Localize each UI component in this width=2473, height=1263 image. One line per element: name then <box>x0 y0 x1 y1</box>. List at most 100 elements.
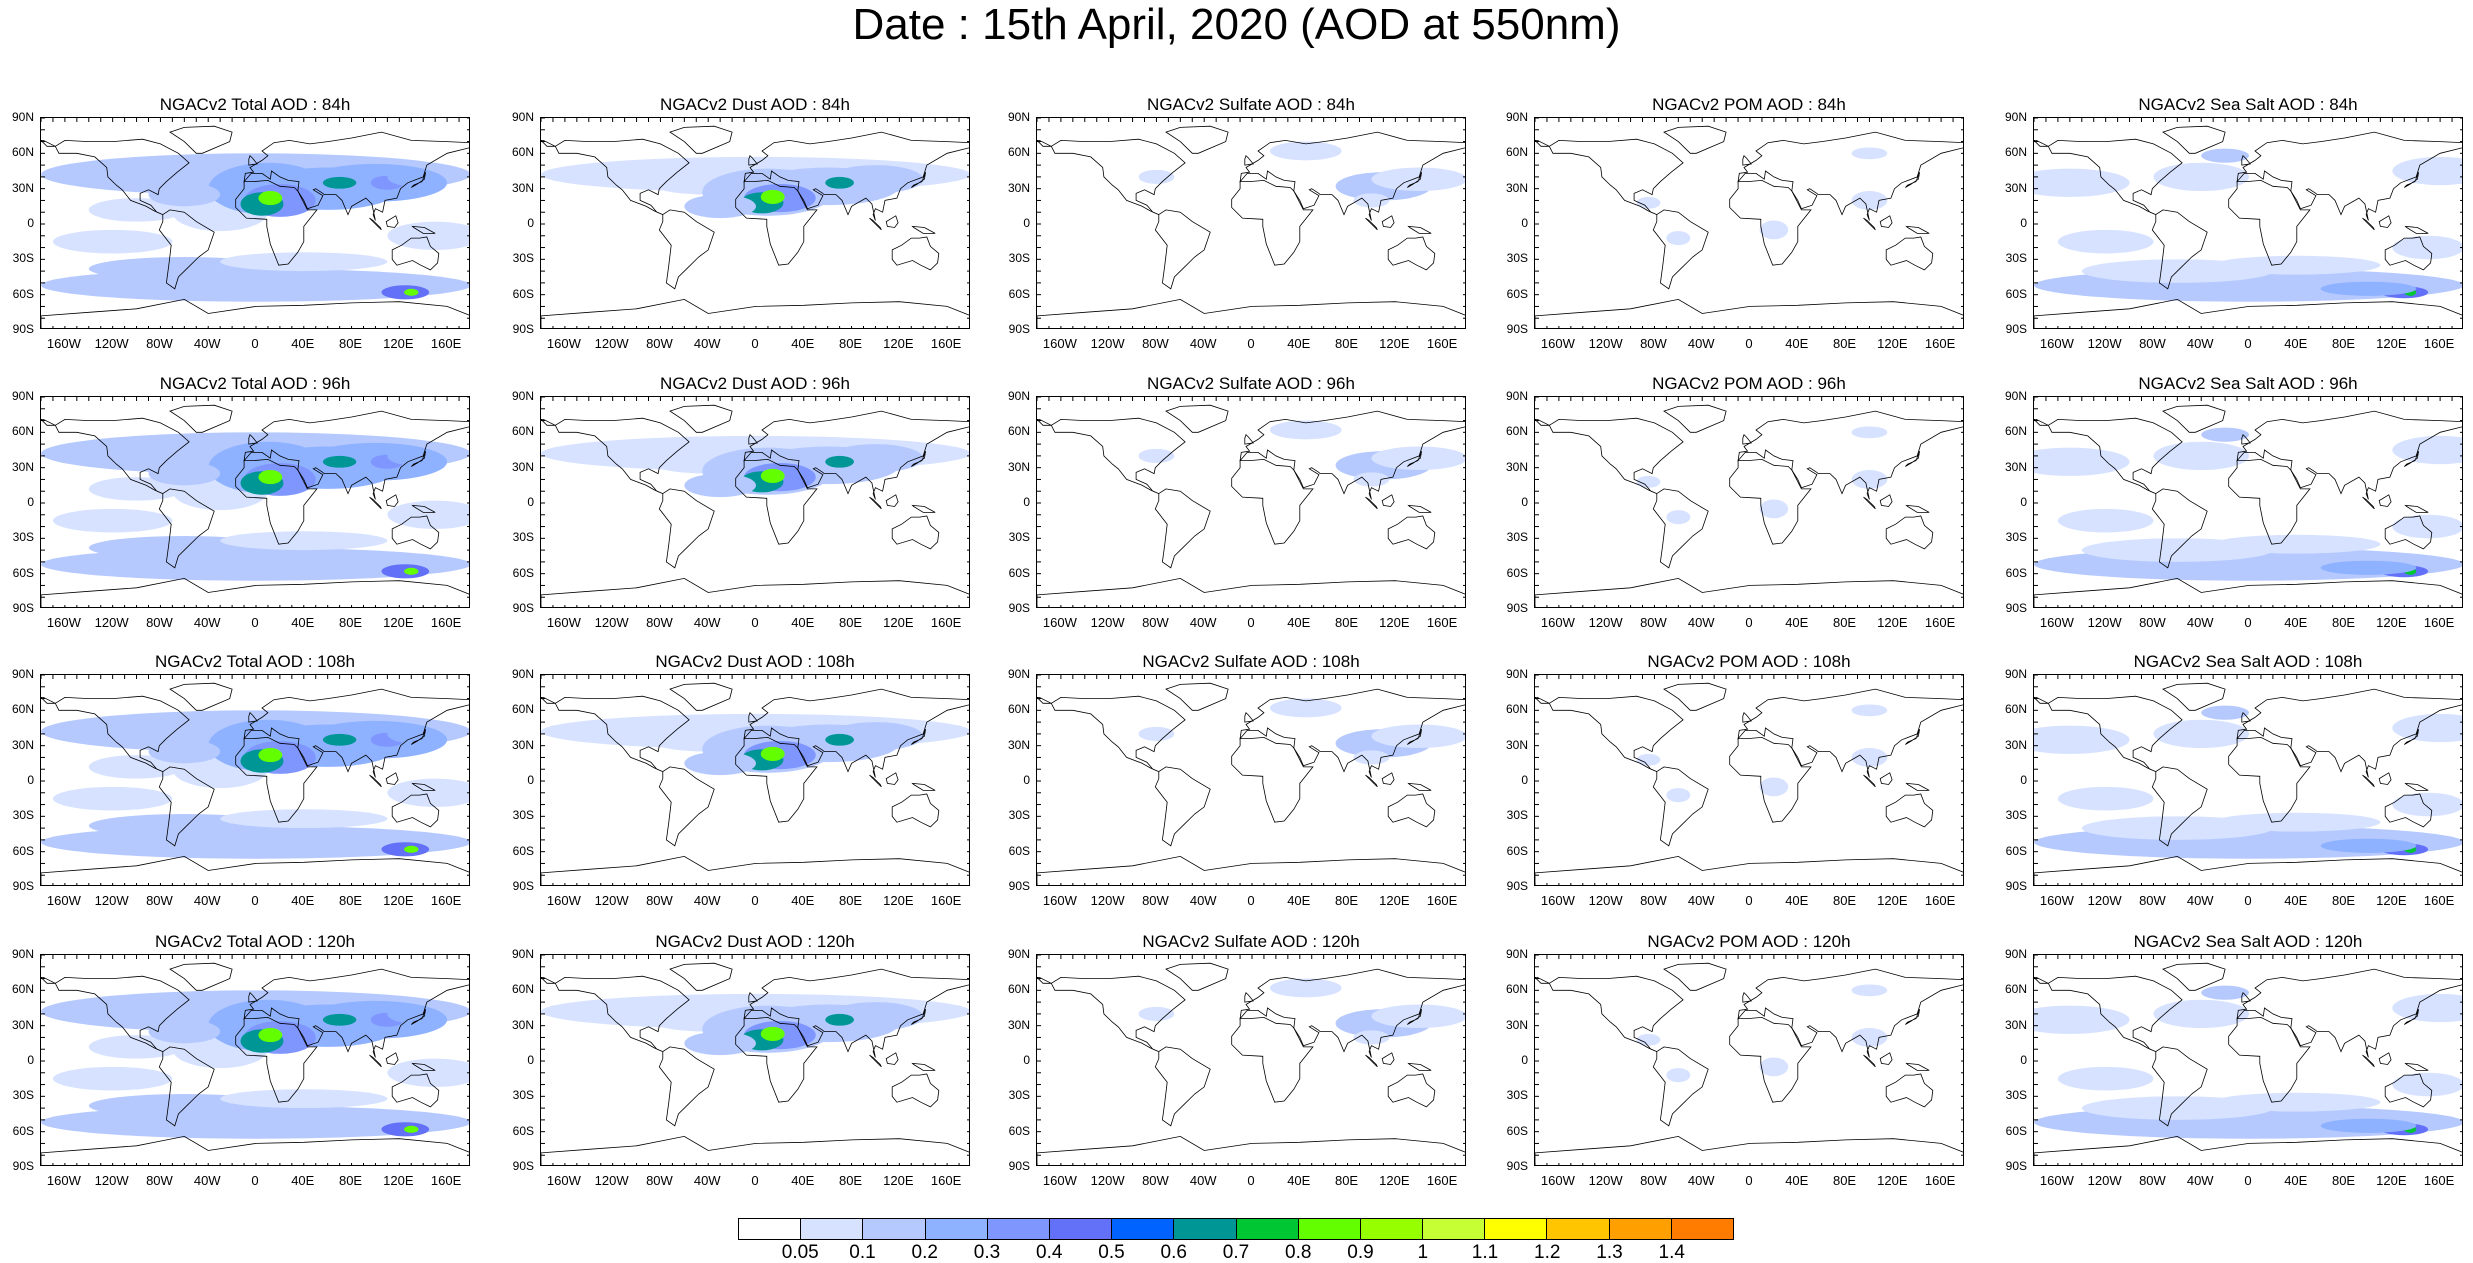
y-tick-label: 30N <box>1505 180 1528 195</box>
coastline <box>2404 1009 2419 1025</box>
coastline <box>1663 682 1727 711</box>
aod-field <box>1636 1033 1661 1046</box>
x-tick-label: 160W <box>46 893 81 908</box>
y-tick-label: 30N <box>11 180 34 195</box>
x-tick-label: 40E <box>791 1173 815 1188</box>
y-tick-label: 90N <box>1505 947 1528 961</box>
coastline <box>1244 711 1254 723</box>
map-panel: NGACv2 Sea Salt AOD : 108h 90N 60N 30N 0 30S 6… <box>1993 652 2463 914</box>
coastline <box>1387 1073 1436 1108</box>
aod-field <box>760 189 785 204</box>
coastline <box>1729 179 1812 266</box>
coastline <box>235 1016 318 1103</box>
aod-field <box>322 733 357 746</box>
coastline <box>2034 977 2049 984</box>
coastline <box>1407 451 1422 467</box>
aod-field <box>1269 978 1342 998</box>
coastline <box>658 1046 715 1127</box>
coastline <box>911 782 936 791</box>
aod-field <box>1371 724 1465 749</box>
x-tick-label: 160E <box>1924 893 1956 908</box>
map-plot <box>40 396 470 608</box>
coastline <box>1365 1054 1378 1068</box>
x-tick-label: 80W <box>1142 615 1169 630</box>
coastline <box>1407 504 1432 513</box>
coastline <box>41 577 469 607</box>
aod-field <box>387 500 469 529</box>
colorbar-segment <box>1174 1219 1237 1239</box>
aod-field <box>2320 281 2417 296</box>
x-tick-label: 80W <box>146 336 173 351</box>
coastline <box>541 419 556 426</box>
coastline <box>1729 1016 1812 1103</box>
map-plot <box>540 396 970 608</box>
map-plot <box>2033 396 2463 608</box>
aod-map <box>41 397 469 607</box>
coastline <box>411 172 426 188</box>
coastline <box>2384 793 2433 828</box>
x-tick-label: 160W <box>1042 893 1077 908</box>
aod-field <box>760 1026 785 1041</box>
coastline <box>885 494 899 507</box>
x-tick-label: 120E <box>1379 893 1410 908</box>
aod-field <box>52 1066 173 1091</box>
y-tick-label: 90N <box>2004 667 2027 681</box>
coastline <box>1737 688 1963 778</box>
x-tick-label: 80E <box>2331 336 2356 351</box>
aod-field <box>2034 725 2130 754</box>
y-tick-label: 30N <box>11 737 34 752</box>
coastline <box>2404 782 2429 791</box>
x-tick-label: 80E <box>1334 1173 1359 1188</box>
y-tick-label: 30S <box>1506 1088 1528 1103</box>
coastline <box>2034 419 2049 426</box>
x-tick-label: 80E <box>838 615 863 630</box>
coastline <box>735 458 818 545</box>
aod-map <box>541 955 969 1165</box>
x-tick-label: 40W <box>1687 893 1715 908</box>
x-tick-label: 40E <box>2284 1173 2308 1188</box>
map-plot <box>1036 117 1466 329</box>
x-tick-label: 160E <box>1426 1173 1458 1188</box>
y-tick-label: 60N <box>2004 702 2027 717</box>
coastline <box>541 977 556 984</box>
coastline <box>669 682 733 711</box>
y-tick-label: 90S <box>1506 601 1528 615</box>
aod-field <box>258 191 283 206</box>
panel-title: NGACv2 Sea Salt AOD : 120h <box>2133 932 2363 951</box>
coastline <box>1652 766 1709 847</box>
x-tick-label: 40W <box>1189 1173 1217 1188</box>
x-tick-label: 120W <box>94 893 129 908</box>
coastline <box>1050 138 1186 215</box>
y-tick-label: 30N <box>2004 459 2027 474</box>
coastline <box>385 494 399 507</box>
panel-title: NGACv2 POM AOD : 120h <box>1647 932 1851 951</box>
map-plot <box>2033 117 2463 329</box>
aod-field <box>322 1013 357 1026</box>
y-tick-label: 60S <box>1506 1123 1528 1138</box>
coastline <box>41 298 469 328</box>
map-panel: NGACv2 POM AOD : 84h 90N 60N 30N 0 30S 60S 90S 1… <box>1494 95 1964 357</box>
coastline <box>554 695 690 772</box>
x-tick-label: 80W <box>2139 893 2166 908</box>
coastline <box>554 138 690 215</box>
aod-field <box>2392 435 2462 465</box>
coastline <box>1863 496 1876 510</box>
x-tick-label: 40W <box>693 615 721 630</box>
coastline <box>1154 1046 1211 1127</box>
coastline <box>869 1054 882 1068</box>
coastline <box>1905 1009 1920 1025</box>
y-tick-label: 0 <box>1023 216 1030 230</box>
coastline <box>54 138 190 215</box>
y-tick-label: 60N <box>11 982 34 997</box>
coastline <box>2228 1016 2311 1103</box>
coastline <box>748 711 758 723</box>
aod-field <box>1851 984 1888 997</box>
colorbar-label: 0.7 <box>1222 1242 1250 1263</box>
y-tick-label: 30S <box>512 251 534 266</box>
panel-title: NGACv2 Sulfate AOD : 120h <box>1142 932 1360 951</box>
x-tick-label: 120W <box>94 336 129 351</box>
coastline <box>1535 697 1550 704</box>
map-panel: NGACv2 Total AOD : 108h 90N 60N 30N 0 30S 60S 9… <box>0 652 470 914</box>
aod-field <box>404 288 419 296</box>
coastline <box>41 419 56 426</box>
